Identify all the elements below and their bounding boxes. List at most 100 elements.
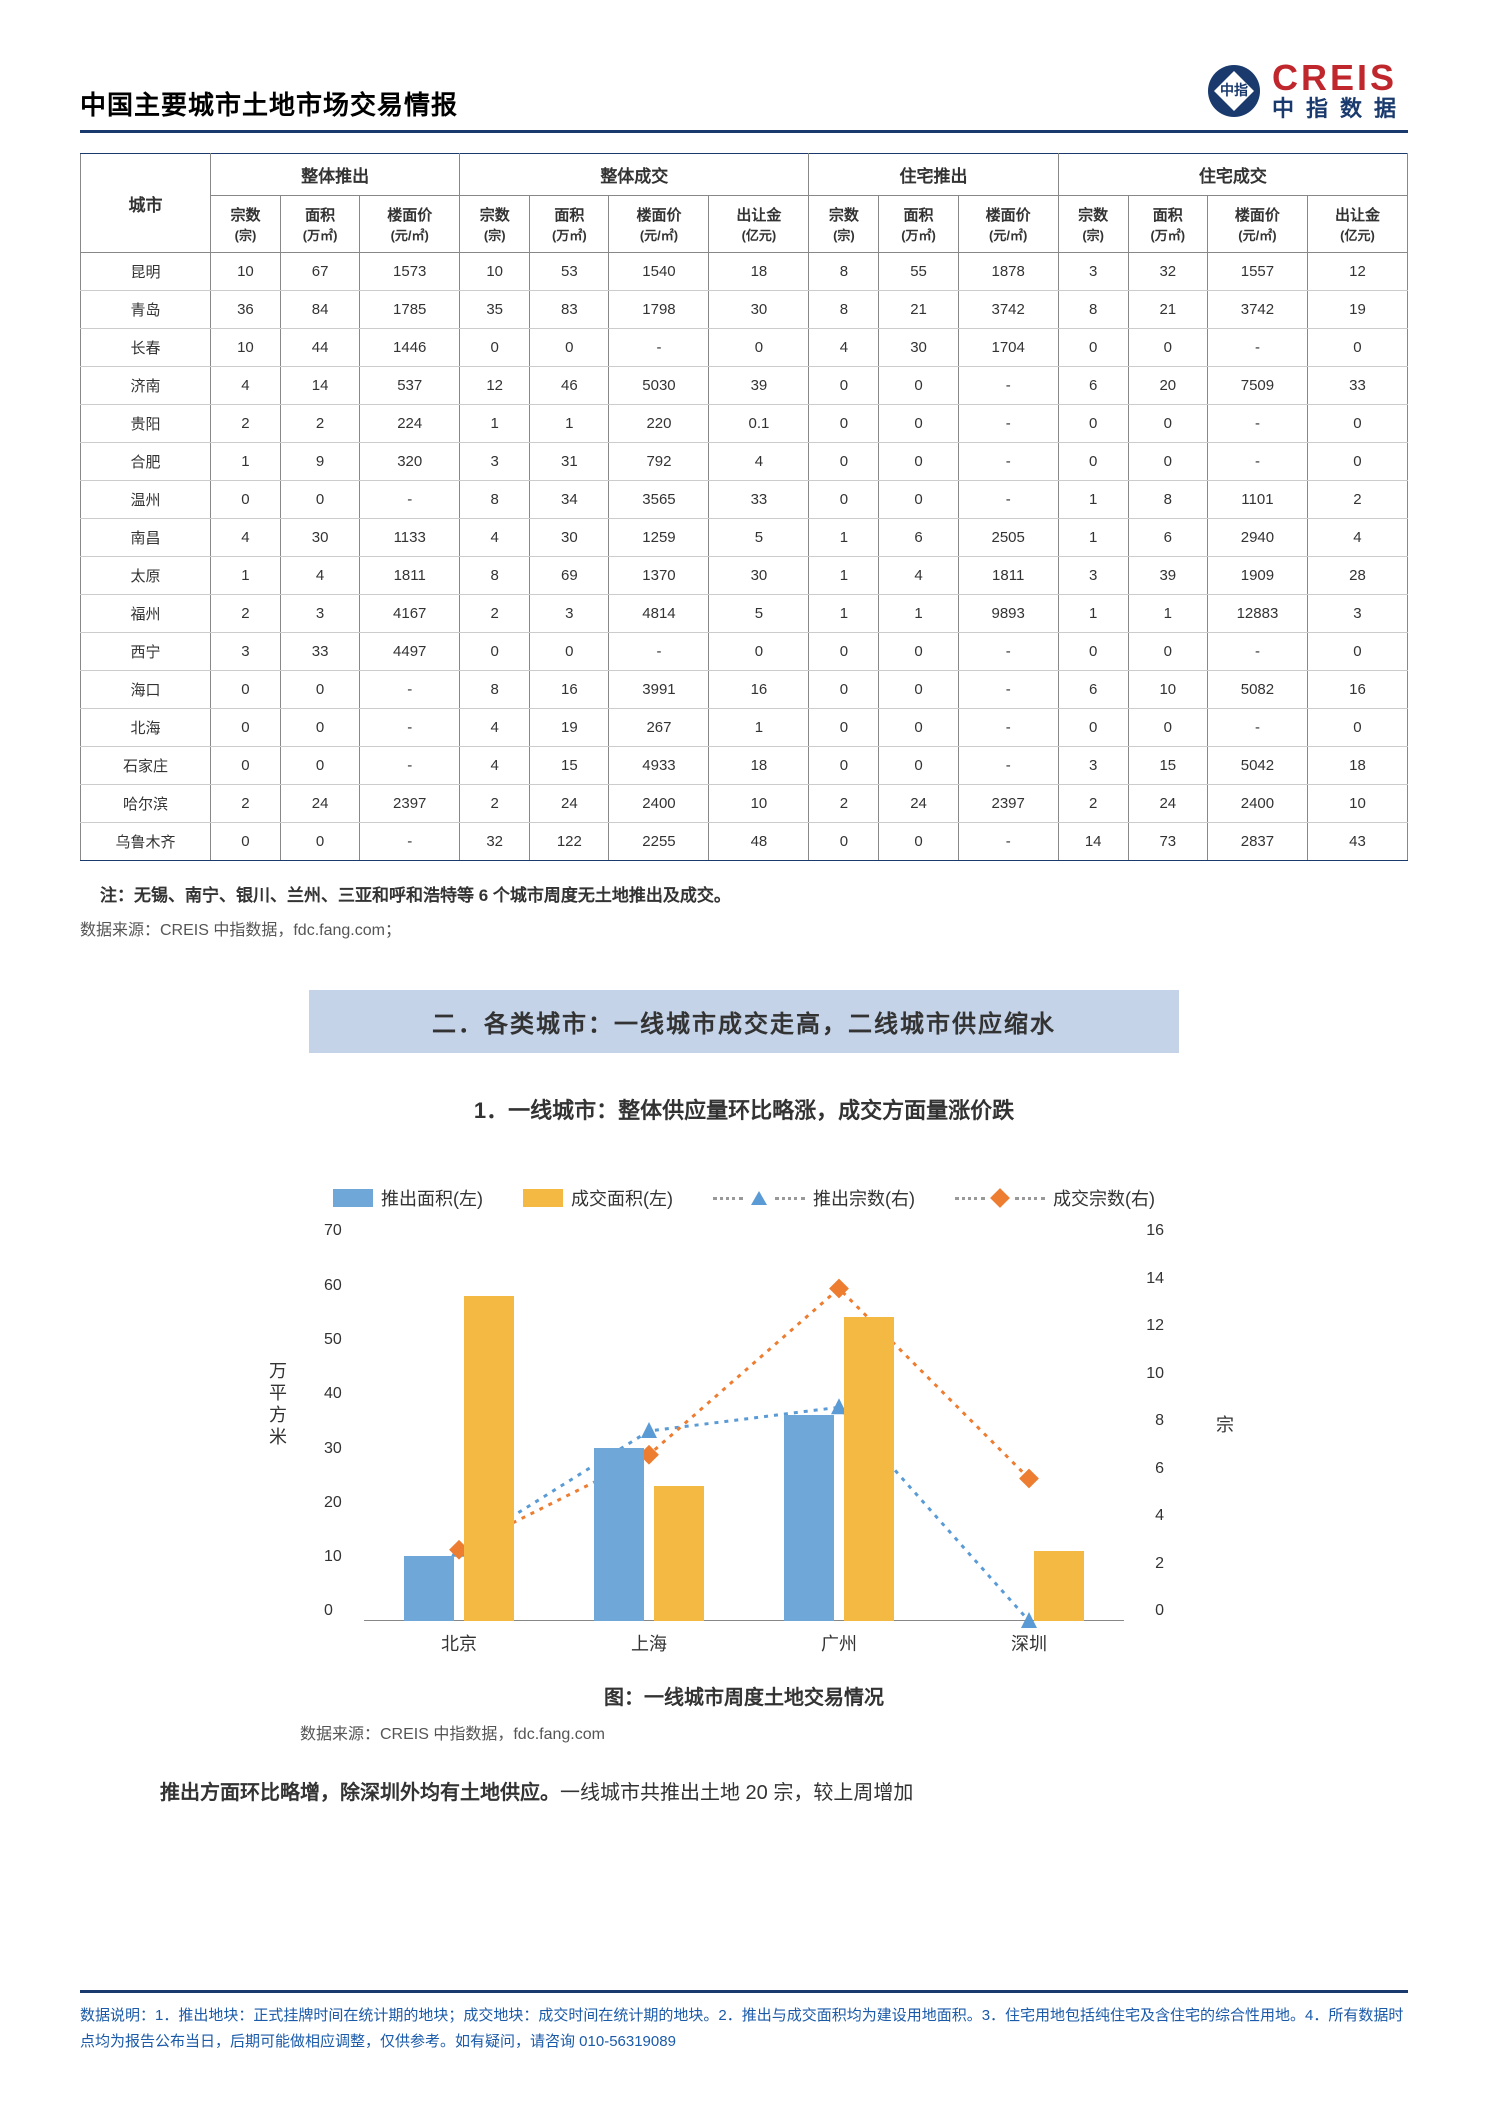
data-cell: 35	[460, 291, 530, 329]
data-cell: -	[958, 671, 1058, 709]
data-cell: 4814	[609, 595, 709, 633]
data-cell: 4	[460, 519, 530, 557]
data-cell: 3742	[958, 291, 1058, 329]
data-cell: 0	[809, 367, 879, 405]
chart: 推出面积(左) 成交面积(左) 推出宗数(右) 成交宗数(右) 万平方米 宗 0…	[244, 1185, 1244, 1710]
data-cell: 1811	[958, 557, 1058, 595]
data-cell: 0	[1128, 443, 1207, 481]
data-cell: -	[1207, 405, 1307, 443]
data-cell: 12	[1307, 253, 1407, 291]
data-cell: 33	[1307, 367, 1407, 405]
data-cell: 0	[809, 823, 879, 861]
data-cell: 8	[1128, 481, 1207, 519]
data-cell: 5042	[1207, 747, 1307, 785]
data-cell: 1909	[1207, 557, 1307, 595]
data-cell: 5030	[609, 367, 709, 405]
data-cell: 0	[879, 671, 958, 709]
data-cell: 16	[1307, 671, 1407, 709]
legend-label: 成交面积(左)	[571, 1185, 673, 1211]
sub-header: 宗数(宗)	[460, 196, 530, 253]
data-cell: 1798	[609, 291, 709, 329]
data-cell: 21	[879, 291, 958, 329]
ytick-left: 50	[324, 1331, 342, 1349]
ytick-left: 10	[324, 1548, 342, 1566]
ytick-right: 16	[1146, 1222, 1164, 1240]
sub-header: 楼面价(元/㎡)	[958, 196, 1058, 253]
data-cell: 53	[530, 253, 609, 291]
data-cell: 2	[280, 405, 359, 443]
logo-sub-text: 中指数据	[1272, 96, 1408, 122]
data-cell: 224	[360, 405, 460, 443]
table-source: 数据来源：CREIS 中指数据，fdc.fang.com；	[80, 916, 1408, 940]
data-cell: 5	[709, 519, 809, 557]
data-cell: 0	[809, 405, 879, 443]
data-cell: -	[1207, 709, 1307, 747]
data-cell: -	[360, 709, 460, 747]
data-cell: 32	[1128, 253, 1207, 291]
data-cell: 1811	[360, 557, 460, 595]
table-row: 青岛3684178535831798308213742821374219	[81, 291, 1408, 329]
bar-deal-area	[844, 1317, 894, 1621]
data-cell: 0	[879, 481, 958, 519]
data-cell: 1704	[958, 329, 1058, 367]
x-label: 深圳	[1011, 1630, 1047, 1656]
data-cell: 32	[460, 823, 530, 861]
data-cell: 792	[609, 443, 709, 481]
city-cell: 昆明	[81, 253, 211, 291]
body-paragraph: 推出方面环比略增，除深圳外均有土地供应。一线城市共推出土地 20 宗，较上周增加	[120, 1774, 1368, 1812]
x-label: 北京	[441, 1630, 477, 1656]
data-cell: 2400	[609, 785, 709, 823]
data-cell: 33	[709, 481, 809, 519]
data-cell: 4	[460, 709, 530, 747]
bar-launch-area	[594, 1448, 644, 1622]
data-cell: 1540	[609, 253, 709, 291]
data-cell: 4	[280, 557, 359, 595]
table-row: 福州234167234814511989311128833	[81, 595, 1408, 633]
data-cell: 3	[1307, 595, 1407, 633]
data-cell: -	[609, 633, 709, 671]
legend-label: 成交宗数(右)	[1053, 1185, 1155, 1211]
table-row: 西宁333449700-000-00-0	[81, 633, 1408, 671]
data-cell: 18	[709, 253, 809, 291]
city-cell: 济南	[81, 367, 211, 405]
sub-header: 面积(万㎡)	[1128, 196, 1207, 253]
ytick-left: 0	[324, 1602, 333, 1620]
ytick-left: 40	[324, 1385, 342, 1403]
city-cell: 北海	[81, 709, 211, 747]
footer-note: 数据说明：1．推出地块：正式挂牌时间在统计期的地块；成交地块：成交时间在统计期的…	[80, 1990, 1408, 2054]
data-cell: 8	[460, 481, 530, 519]
data-cell: 28	[1307, 557, 1407, 595]
data-cell: 1878	[958, 253, 1058, 291]
data-cell: 1	[809, 595, 879, 633]
ytick-right: 10	[1146, 1365, 1164, 1383]
data-cell: 2400	[1207, 785, 1307, 823]
ytick-right: 4	[1155, 1507, 1164, 1525]
city-data-table: 城市 整体推出 整体成交 住宅推出 住宅成交 宗数(宗)面积(万㎡)楼面价(元/…	[80, 153, 1408, 861]
data-cell: 21	[1128, 291, 1207, 329]
data-cell: 18	[1307, 747, 1407, 785]
bar-launch-area	[784, 1415, 834, 1621]
data-cell: 0	[280, 481, 359, 519]
data-cell: 0	[1128, 329, 1207, 367]
data-cell: 1	[809, 557, 879, 595]
data-cell: 1	[879, 595, 958, 633]
data-cell: 10	[210, 253, 280, 291]
data-cell: 39	[709, 367, 809, 405]
data-cell: 30	[280, 519, 359, 557]
sub-header: 楼面价(元/㎡)	[360, 196, 460, 253]
data-cell: 44	[280, 329, 359, 367]
data-cell: 1	[809, 519, 879, 557]
data-cell: -	[360, 823, 460, 861]
data-cell: 0	[709, 329, 809, 367]
data-cell: 4	[1307, 519, 1407, 557]
data-cell: 31	[530, 443, 609, 481]
bar-deal-area	[464, 1296, 514, 1622]
data-cell: 4	[709, 443, 809, 481]
data-cell: 1785	[360, 291, 460, 329]
data-cell: 0	[1058, 329, 1128, 367]
data-cell: 1	[1058, 519, 1128, 557]
data-cell: 4933	[609, 747, 709, 785]
bar-deal-area	[654, 1486, 704, 1622]
city-cell: 哈尔滨	[81, 785, 211, 823]
ytick-right: 14	[1146, 1270, 1164, 1288]
